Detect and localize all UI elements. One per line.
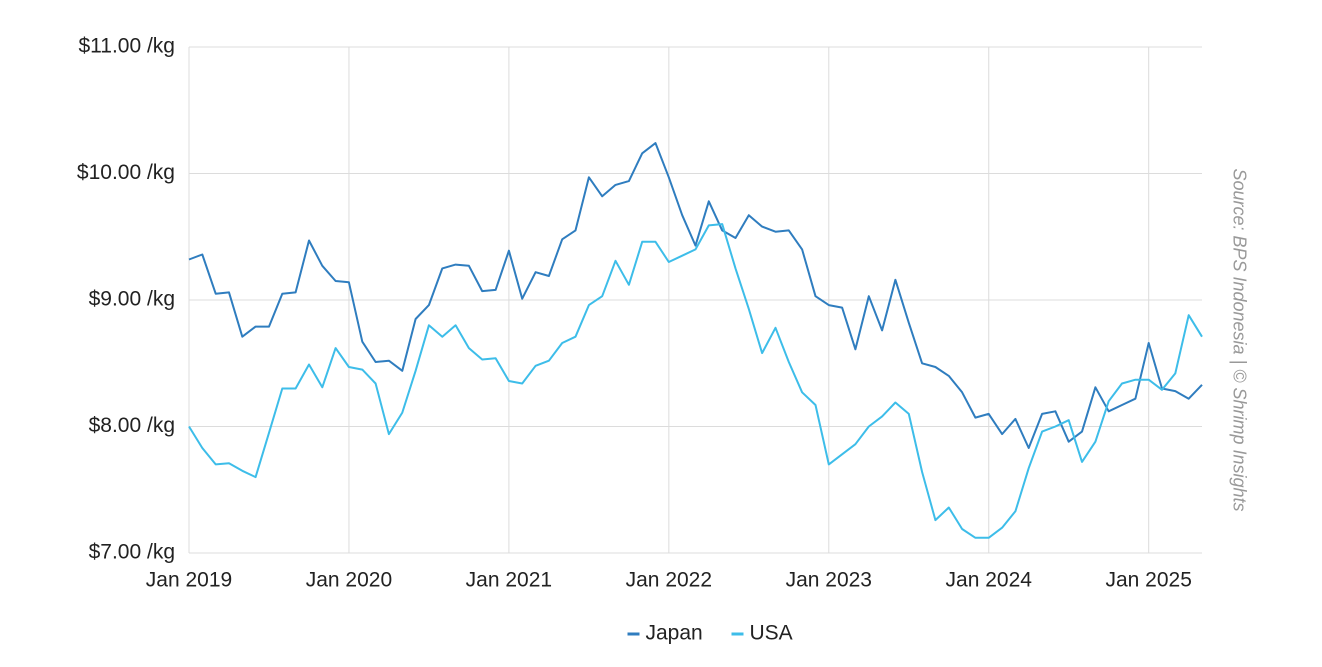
x-tick-label: Jan 2022 xyxy=(626,569,712,592)
legend-label: Japan xyxy=(646,622,703,645)
y-tick-label: $10.00 /kg xyxy=(77,161,175,184)
y-tick-label: $9.00 /kg xyxy=(89,288,175,311)
y-tick-label: $11.00 /kg xyxy=(78,35,175,58)
x-tick-label: Jan 2025 xyxy=(1105,569,1191,592)
x-tick-label: Jan 2020 xyxy=(306,569,392,592)
x-tick-label: Jan 2023 xyxy=(786,569,872,592)
source-note: Source: BPS Indonesia | © Shrimp Insight… xyxy=(1229,168,1249,511)
y-tick-label: $8.00 /kg xyxy=(89,414,175,437)
x-tick-label: Jan 2021 xyxy=(466,569,552,592)
x-tick-label: Jan 2019 xyxy=(146,569,232,592)
series-line xyxy=(188,142,1203,449)
x-tick-label: Jan 2024 xyxy=(946,569,1033,592)
legend-label: USA xyxy=(750,622,793,645)
y-tick-label: $7.00 /kg xyxy=(89,541,175,564)
series-line xyxy=(188,223,1203,539)
